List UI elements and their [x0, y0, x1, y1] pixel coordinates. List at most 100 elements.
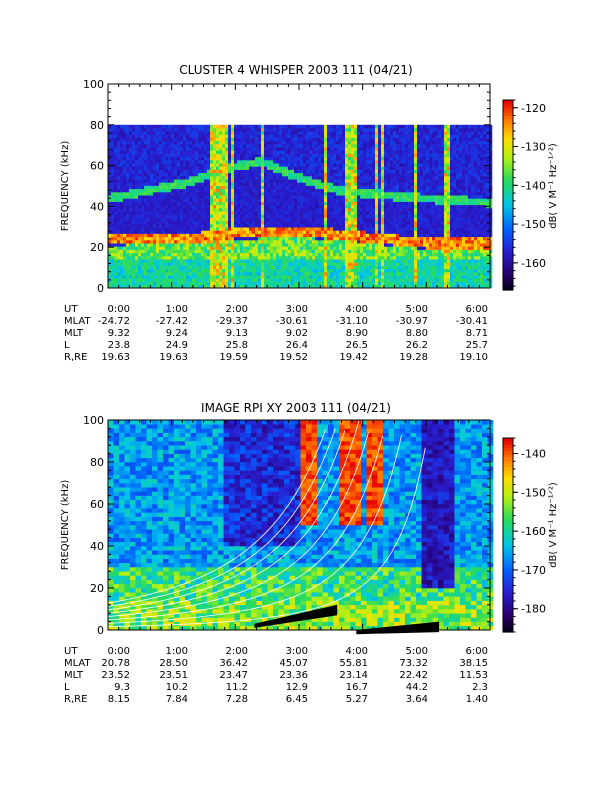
- cluster-spectrogram-cell: [108, 166, 112, 170]
- cluster-spectrogram-cell: [141, 195, 145, 199]
- cluster-spectrogram-cell: [300, 182, 304, 186]
- cluster-spectrogram-cell: [255, 268, 259, 273]
- cluster-spectrogram-cell: [369, 246, 373, 250]
- cluster-spectrogram-cell: [372, 169, 376, 174]
- cluster-spectrogram-cell: [282, 198, 286, 202]
- cluster-spectrogram-cell: [261, 144, 265, 148]
- cluster-spectrogram-cell: [234, 243, 238, 247]
- cluster-spectrogram-cell: [159, 192, 163, 196]
- cluster-spectrogram-cell: [381, 131, 385, 135]
- cluster-spectrogram-cell: [393, 259, 397, 263]
- cluster-spectrogram-cell: [360, 131, 364, 135]
- cluster-spectrogram-cell: [216, 224, 220, 228]
- cluster-spectrogram-cell: [189, 137, 193, 142]
- cluster-spectrogram-cell: [204, 147, 208, 151]
- cluster-spectrogram-cell: [141, 166, 145, 170]
- cluster-spectrogram-cell: [345, 272, 349, 276]
- cluster-spectrogram-cell: [345, 224, 349, 228]
- cluster-spectrogram-cell: [135, 214, 139, 218]
- cluster-spectrogram-cell: [240, 160, 244, 164]
- cluster-spectrogram-cell: [273, 278, 277, 282]
- cluster-spectrogram-cell: [318, 217, 322, 222]
- cluster-spectrogram-cell: [360, 217, 364, 222]
- cluster-spectrogram-cell: [201, 134, 205, 138]
- cluster-spectrogram-cell: [111, 176, 115, 180]
- cluster-spectrogram-cell: [357, 240, 361, 244]
- cluster-spectrogram-cell: [153, 252, 157, 257]
- cluster-spectrogram-cell: [237, 179, 241, 183]
- cluster-spectrogram-cell: [237, 131, 241, 135]
- cluster-spectrogram-cell: [249, 124, 253, 129]
- cluster-spectrogram-cell: [324, 278, 328, 282]
- cluster-spectrogram-cell: [312, 150, 316, 154]
- cluster-spectrogram-cell: [306, 243, 310, 247]
- cluster-spectrogram-cell: [390, 278, 394, 282]
- cluster-spectrogram-cell: [210, 153, 214, 158]
- cluster-spectrogram-cell: [219, 124, 223, 129]
- cluster-spectrogram-cell: [336, 236, 340, 241]
- cluster-spectrogram-cell: [225, 281, 229, 286]
- cluster-spectrogram-cell: [198, 243, 202, 247]
- cluster-spectrogram-cell: [336, 227, 340, 231]
- cluster-spectrogram-cell: [399, 185, 403, 190]
- cluster-spectrogram-cell: [261, 134, 265, 138]
- cluster-spectrogram-cell: [384, 166, 388, 170]
- cluster-spectrogram-cell: [207, 208, 211, 212]
- cluster-spectrogram-cell: [180, 230, 184, 234]
- cluster-spectrogram-cell: [366, 172, 370, 177]
- cluster-spectrogram-cell: [300, 140, 304, 145]
- cluster-spectrogram-cell: [318, 156, 322, 161]
- cluster-spectrogram-cell: [168, 208, 172, 212]
- cluster-spectrogram-cell: [282, 176, 286, 180]
- cluster-spectrogram-cell: [324, 246, 328, 250]
- cluster-spectrogram-cell: [258, 195, 262, 199]
- cluster-spectrogram-cell: [162, 281, 166, 286]
- cluster-spectrogram-cell: [147, 169, 151, 174]
- cluster-spectrogram-cell: [150, 134, 154, 138]
- cluster-spectrogram-cell: [219, 131, 223, 135]
- cluster-spectrogram-cell: [159, 240, 163, 244]
- cluster-spectrogram-cell: [357, 265, 361, 270]
- cluster-spectrogram-cell: [201, 272, 205, 276]
- cluster-spectrogram-cell: [279, 169, 283, 174]
- cluster-spectrogram-cell: [273, 156, 277, 161]
- cluster-spectrogram-cell: [396, 278, 400, 282]
- cluster-spectrogram-cell: [360, 278, 364, 282]
- cluster-spectrogram-cell: [228, 188, 232, 193]
- cluster-spectrogram-cell: [129, 252, 133, 257]
- cluster-spectrogram-cell: [291, 214, 295, 218]
- cluster-spectrogram-cell: [174, 214, 178, 218]
- cluster-spectrogram-cell: [324, 265, 328, 270]
- cluster-spectrogram-cell: [216, 243, 220, 247]
- cluster-spectrogram-cell: [204, 252, 208, 257]
- cluster-spectrogram-cell: [312, 249, 316, 254]
- cluster-spectrogram-cell: [276, 243, 280, 247]
- cluster-spectrogram-cell: [396, 172, 400, 177]
- cluster-spectrogram-cell: [381, 140, 385, 145]
- cluster-spectrogram-cell: [357, 176, 361, 180]
- cluster-spectrogram-cell: [315, 195, 319, 199]
- cluster-spectrogram-cell: [243, 214, 247, 218]
- cluster-spectrogram-cell: [264, 217, 268, 222]
- cluster-spectrogram-cell: [267, 227, 271, 231]
- cluster-spectrogram-cell: [288, 217, 292, 222]
- cluster-spectrogram-cell: [249, 208, 253, 212]
- cluster-spectrogram-cell: [354, 252, 358, 257]
- cluster-spectrogram-cell: [387, 147, 391, 151]
- cluster-spectrogram-cell: [369, 131, 373, 135]
- cluster-spectrogram-cell: [249, 198, 253, 202]
- cluster-spectrogram-cell: [393, 134, 397, 138]
- cluster-spectrogram-cell: [258, 172, 262, 177]
- cluster-spectrogram-cell: [129, 201, 133, 206]
- cluster-spectrogram-cell: [399, 278, 403, 282]
- cluster-spectrogram-cell: [114, 179, 118, 183]
- cluster-spectrogram-cell: [111, 214, 115, 218]
- cluster-spectrogram-cell: [291, 252, 295, 257]
- cluster-spectrogram-cell: [153, 268, 157, 273]
- cluster-spectrogram-cell: [282, 150, 286, 154]
- cluster-spectrogram-cell: [189, 208, 193, 212]
- cluster-spectrogram-cell: [189, 220, 193, 225]
- cluster-spectrogram-cell: [300, 256, 304, 260]
- cluster-spectrogram-cell: [333, 284, 337, 289]
- cluster-spectrogram-cell: [135, 163, 139, 167]
